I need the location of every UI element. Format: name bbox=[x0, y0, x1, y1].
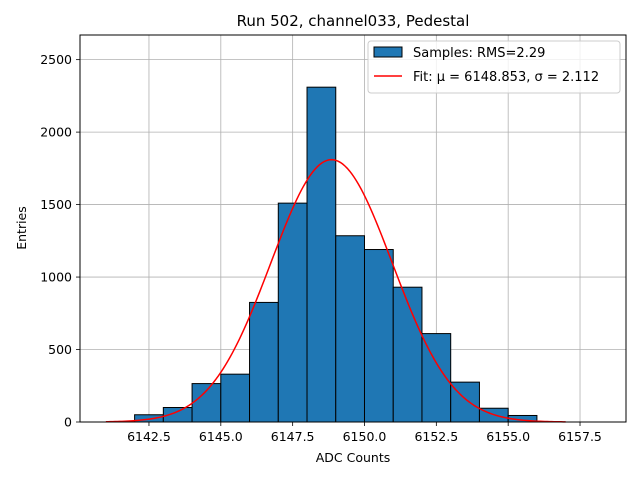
x-tick-label: 6155.0 bbox=[486, 429, 530, 444]
histogram-bar bbox=[220, 373, 251, 423]
histogram-bar bbox=[335, 235, 365, 423]
plot-frame bbox=[79, 34, 627, 423]
x-tick-label: 6150.0 bbox=[343, 429, 387, 444]
x-tick-label: 6152.5 bbox=[414, 429, 458, 444]
histogram-bars bbox=[134, 86, 538, 423]
y-axis-label: Entries bbox=[14, 206, 29, 250]
y-tick-label: 1500 bbox=[40, 197, 72, 212]
histogram-bar bbox=[249, 301, 279, 423]
x-axis-label: ADC Counts bbox=[316, 450, 391, 465]
y-axis-ticks: 0 500 1000 1500 2000 2500 bbox=[40, 52, 80, 430]
legend-samples-label: Samples: RMS=2.29 bbox=[413, 46, 545, 61]
histogram-bar bbox=[277, 202, 308, 423]
x-axis-ticks: 6142.5 6145.0 6147.5 6150.0 6152.5 6155.0 6157… bbox=[127, 422, 602, 444]
y-tick-label: 0 bbox=[64, 415, 72, 430]
x-tick-label: 6147.5 bbox=[271, 429, 315, 444]
y-tick-label: 1000 bbox=[40, 270, 72, 285]
fit-curve bbox=[105, 158, 566, 423]
histogram-bar bbox=[392, 286, 423, 423]
x-tick-label: 6145.0 bbox=[199, 429, 243, 444]
chart-title: Run 502, channel033, Pedestal bbox=[237, 12, 470, 30]
y-tick-label: 2000 bbox=[40, 125, 72, 140]
legend-box bbox=[367, 40, 621, 94]
x-tick-label: 6157.5 bbox=[558, 429, 602, 444]
legend-samples-swatch bbox=[373, 46, 403, 58]
histogram-bar bbox=[306, 86, 337, 423]
y-tick-label: 2500 bbox=[40, 52, 72, 67]
legend-fit-label: Fit: μ = 6148.853, σ = 2.112 bbox=[413, 70, 599, 85]
y-tick-label: 500 bbox=[48, 342, 72, 357]
histogram-bar bbox=[363, 249, 394, 423]
histogram-bar bbox=[191, 383, 222, 423]
x-tick-label: 6142.5 bbox=[127, 429, 171, 444]
legend: Samples: RMS=2.29 Fit: μ = 6148.853, σ =… bbox=[367, 40, 621, 94]
